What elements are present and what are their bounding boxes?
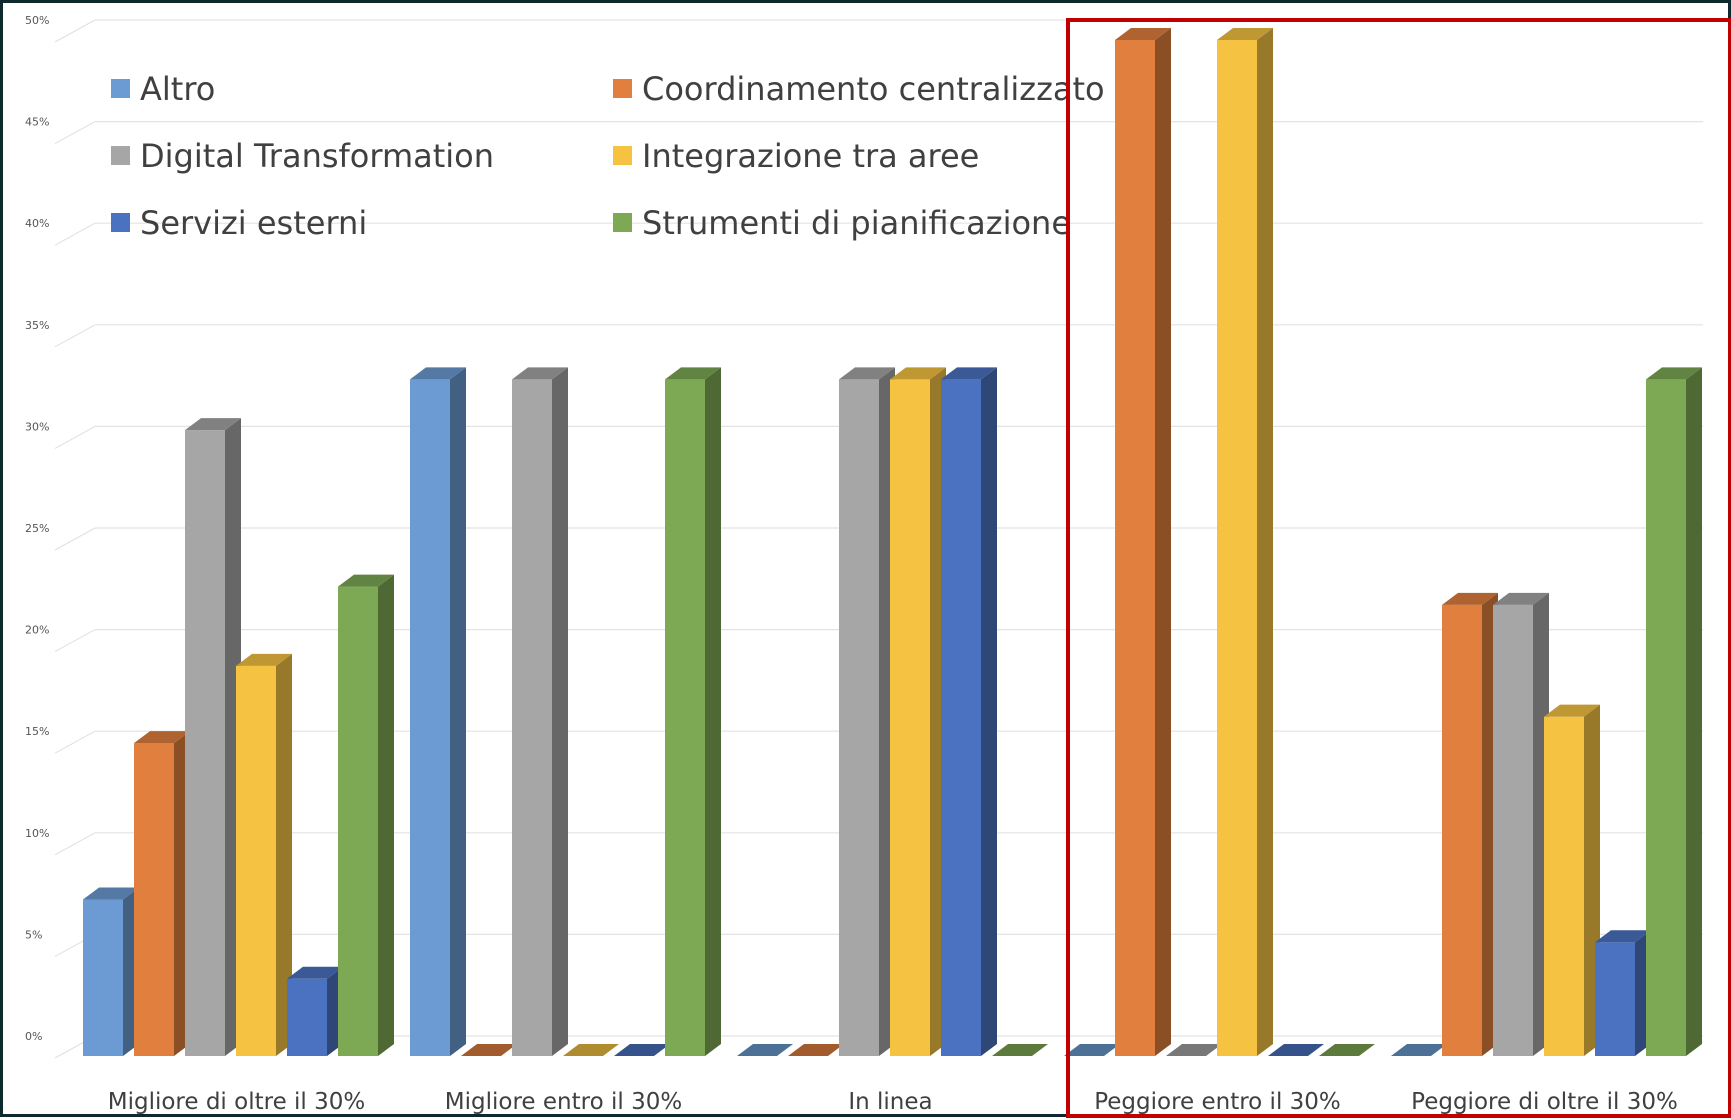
y-axis-ticks: 0% 5% 10% 15% 20% 25% 30% 35% 40% 45% 50%	[25, 14, 49, 1043]
bar	[1268, 1044, 1324, 1056]
legend-label: Integrazione tra aree	[642, 137, 979, 175]
bar	[461, 1044, 517, 1056]
x-axis-categories: Migliore di oltre il 30% Migliore entro i…	[108, 1089, 1678, 1115]
legend-label: Altro	[140, 70, 215, 108]
y-tick-label: 25%	[25, 522, 49, 535]
bar	[287, 966, 343, 1056]
bar	[941, 367, 997, 1056]
bar	[1064, 1044, 1120, 1056]
legend-swatch	[111, 146, 130, 165]
gridline-diag	[54, 425, 96, 449]
y-tick-label: 35%	[25, 319, 49, 332]
bar	[839, 367, 895, 1056]
gridline-diag	[54, 730, 96, 754]
bar	[788, 1044, 844, 1056]
gridline-diag	[54, 832, 96, 856]
highlight-rectangle	[1066, 18, 1731, 1118]
gridline-diag	[54, 527, 96, 551]
legend: Altro Coordinamento centralizzato Digital …	[111, 70, 1105, 242]
bar	[1391, 1044, 1447, 1056]
gridline-diag	[54, 222, 96, 246]
bar	[1544, 704, 1600, 1056]
bar	[890, 367, 946, 1056]
bar	[1646, 367, 1702, 1056]
legend-swatch	[111, 213, 130, 232]
bar	[563, 1044, 619, 1056]
y-tick-label: 20%	[25, 624, 49, 637]
gridline-diag	[54, 629, 96, 653]
legend-swatch	[111, 79, 130, 98]
legend-label: Coordinamento centralizzato	[642, 70, 1105, 108]
bars	[83, 28, 1702, 1056]
bar	[737, 1044, 793, 1056]
y-tick-label: 15%	[25, 725, 49, 738]
legend-label: Strumenti di pianificazione	[642, 204, 1071, 242]
bar	[134, 731, 190, 1056]
legend-swatch	[613, 213, 632, 232]
legend-item: Integrazione tra aree	[613, 137, 979, 175]
x-category-label: In linea	[848, 1089, 932, 1115]
x-category-label: Migliore entro il 30%	[445, 1089, 682, 1115]
highlight-box	[1066, 18, 1731, 1118]
bar	[1442, 592, 1498, 1056]
y-tick-label: 30%	[25, 420, 49, 433]
bar	[665, 367, 721, 1056]
y-tick-label: 5%	[25, 928, 42, 941]
bar-chart: 0% 5% 10% 15% 20% 25% 30% 35% 40% 45% 50% Migliore…	[25, 14, 1731, 1118]
legend-swatch	[613, 146, 632, 165]
bar	[185, 418, 241, 1056]
bar	[1493, 592, 1549, 1056]
legend-item: Servizi esterni	[111, 204, 367, 242]
bar	[83, 887, 139, 1056]
bar	[992, 1044, 1048, 1056]
bar	[1319, 1044, 1375, 1056]
bar	[614, 1044, 670, 1056]
bar	[236, 653, 292, 1056]
x-category-label: Migliore di oltre il 30%	[108, 1089, 366, 1115]
bar	[1115, 28, 1171, 1056]
legend-label: Servizi esterni	[140, 204, 367, 242]
bar	[512, 367, 568, 1056]
legend-swatch	[613, 79, 632, 98]
legend-item: Altro	[111, 70, 215, 108]
bar	[1595, 930, 1651, 1056]
gridline-diag	[54, 19, 96, 43]
y-tick-label: 45%	[25, 116, 49, 129]
y-tick-label: 40%	[25, 217, 49, 230]
gridline-diag	[54, 324, 96, 348]
gridline-diag	[54, 121, 96, 145]
bar	[410, 367, 466, 1056]
legend-label: Digital Transformation	[140, 137, 494, 175]
bar	[338, 574, 394, 1056]
legend-item: Coordinamento centralizzato	[613, 70, 1105, 108]
y-tick-label: 50%	[25, 14, 49, 27]
legend-item: Strumenti di pianificazione	[613, 204, 1071, 242]
y-tick-label: 10%	[25, 827, 49, 840]
y-tick-label: 0%	[25, 1030, 42, 1043]
bar	[1217, 28, 1273, 1056]
x-category-label: Peggiore di oltre il 30%	[1411, 1089, 1678, 1115]
legend-item: Digital Transformation	[111, 137, 494, 175]
bar	[1166, 1044, 1222, 1056]
x-category-label: Peggiore entro il 30%	[1094, 1089, 1341, 1115]
